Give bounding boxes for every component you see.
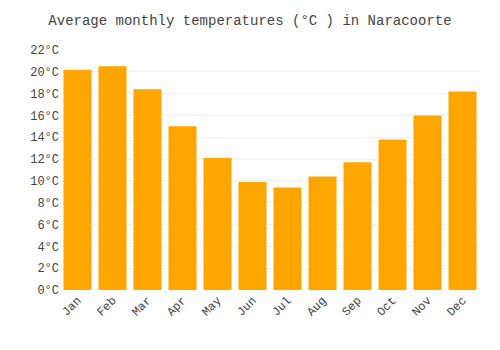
svg-text:Apr: Apr xyxy=(164,294,189,319)
svg-text:Sep: Sep xyxy=(339,294,364,319)
svg-text:22°C: 22°C xyxy=(30,44,59,58)
svg-text:2°C: 2°C xyxy=(37,262,59,276)
svg-text:Mar: Mar xyxy=(129,294,154,319)
svg-text:Jan: Jan xyxy=(59,294,84,319)
svg-text:16°C: 16°C xyxy=(30,110,59,124)
svg-text:Nov: Nov xyxy=(409,294,434,319)
svg-text:Jul: Jul xyxy=(269,294,294,319)
svg-text:Feb: Feb xyxy=(94,294,119,319)
svg-text:6°C: 6°C xyxy=(37,219,59,233)
svg-text:May: May xyxy=(199,294,224,319)
svg-text:20°C: 20°C xyxy=(30,66,59,80)
svg-text:Jun: Jun xyxy=(234,294,259,319)
svg-text:0°C: 0°C xyxy=(37,284,59,298)
svg-text:Aug: Aug xyxy=(304,294,329,319)
svg-text:Oct: Oct xyxy=(374,294,399,319)
svg-text:Dec: Dec xyxy=(444,294,469,319)
svg-text:4°C: 4°C xyxy=(37,241,59,255)
svg-text:10°C: 10°C xyxy=(30,175,59,189)
svg-text:12°C: 12°C xyxy=(30,153,59,167)
svg-text:8°C: 8°C xyxy=(37,197,59,211)
svg-text:18°C: 18°C xyxy=(30,88,59,102)
svg-text:Average monthly temperatures (: Average monthly temperatures (°C ) in Na… xyxy=(48,13,451,29)
svg-text:14°C: 14°C xyxy=(30,131,59,145)
